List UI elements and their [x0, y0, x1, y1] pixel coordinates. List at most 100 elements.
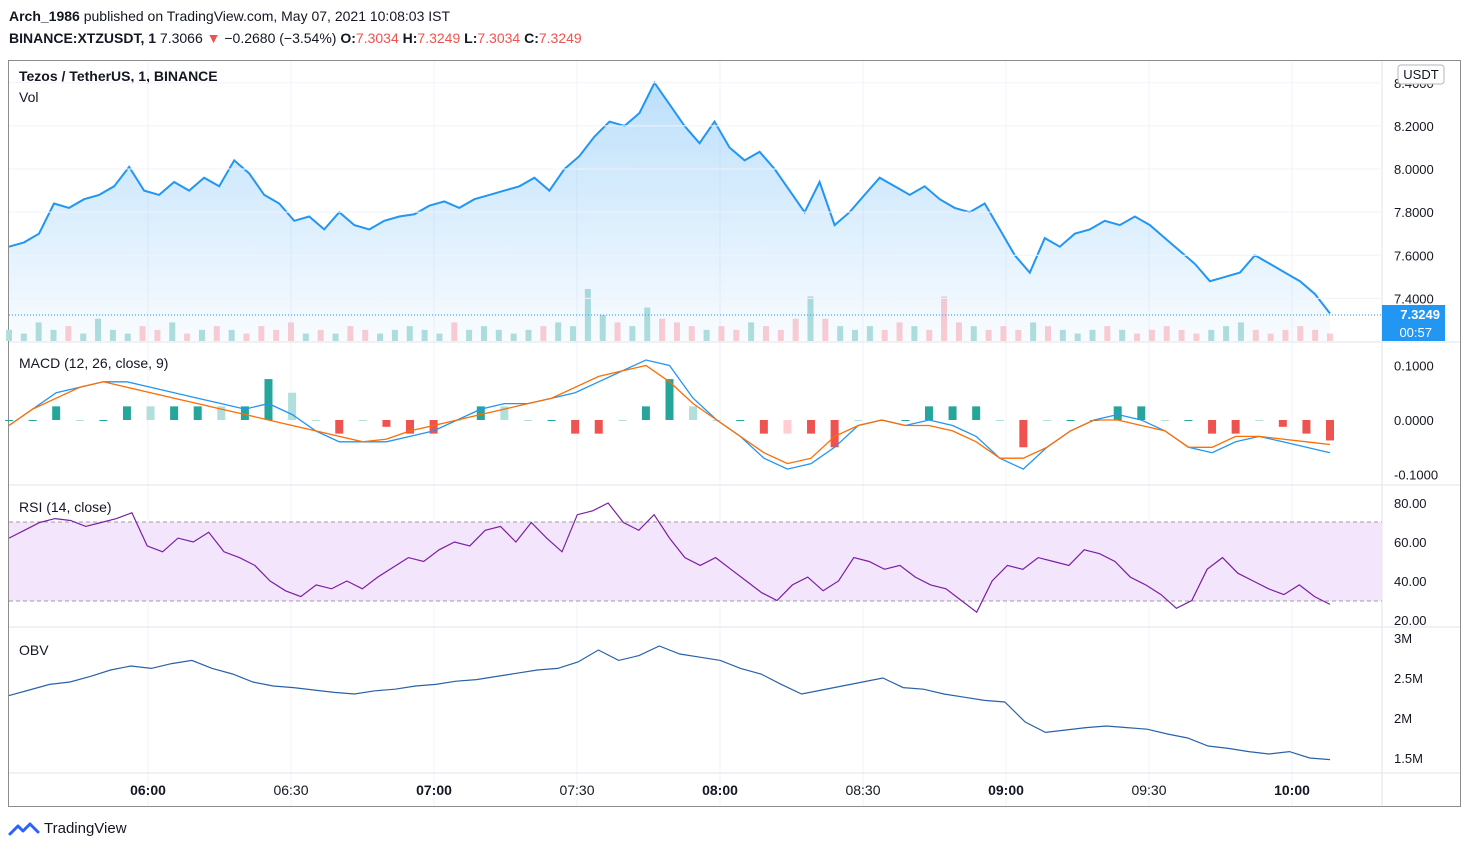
- price-tick-label: 7.8000: [1394, 205, 1434, 220]
- open-label: O:: [340, 30, 356, 46]
- macd-histogram-bar: [1113, 406, 1122, 420]
- macd-histogram-bar: [783, 420, 792, 434]
- macd-label: MACD (12, 26, close, 9): [19, 355, 168, 371]
- rsi-axis-ticks: 80.00 60.00 40.00 20.00: [1394, 496, 1427, 628]
- currency-badge[interactable]: USDT: [1397, 64, 1445, 85]
- macd-histogram-bar: [995, 420, 1004, 421]
- macd-histogram-bar: [52, 406, 61, 420]
- macd-histogram-bar: [311, 420, 320, 421]
- low-value: 7.3034: [477, 30, 521, 46]
- time-tick-label: 09:00: [988, 782, 1024, 798]
- macd-histogram-bar: [170, 406, 179, 420]
- rsi-tick-label: 20.00: [1394, 613, 1427, 628]
- signal-series-line: [8, 364, 1331, 465]
- macd-histogram-bar: [1208, 420, 1217, 434]
- time-tick-label: 09:30: [1131, 782, 1166, 798]
- time-tick-label: 07:30: [559, 782, 594, 798]
- publish-text: published on TradingView.com, May 07, 20…: [83, 8, 451, 24]
- macd-histogram-bar: [618, 420, 627, 421]
- macd-histogram-bar: [1042, 420, 1051, 421]
- macd-histogram-bar: [406, 420, 415, 434]
- obv-tick-label: 2M: [1394, 711, 1412, 726]
- price-tick-label: 7.4000: [1394, 291, 1434, 306]
- obv-tick-label: 3M: [1394, 631, 1412, 646]
- macd-histogram-bar: [1066, 420, 1075, 421]
- macd-histogram-bar: [122, 406, 131, 420]
- macd-histogram-bar: [5, 420, 13, 421]
- publisher-name[interactable]: Arch_1986: [9, 8, 80, 24]
- price-change: −0.2680 (−3.54%): [224, 30, 337, 46]
- vol-label: Vol: [19, 89, 38, 105]
- time-tick-label: 06:00: [130, 782, 166, 798]
- countdown-badge-text: 00:57: [1399, 325, 1432, 340]
- macd-histogram: [5, 379, 1334, 448]
- high-value: 7.3249: [417, 30, 461, 46]
- low-label: L:: [464, 30, 478, 46]
- rsi-tick-label: 80.00: [1394, 496, 1427, 511]
- macd-histogram-bar: [807, 420, 816, 434]
- macd-histogram-bar: [1231, 420, 1240, 434]
- footer-brand[interactable]: TradingView: [8, 820, 127, 837]
- macd-histogram-bar: [28, 420, 37, 421]
- macd-histogram-bar: [1326, 420, 1334, 441]
- macd-histogram-bar: [264, 379, 273, 420]
- pane-separators: [9, 61, 1460, 806]
- macd-histogram-bar: [75, 420, 84, 421]
- currency-badge-text: USDT: [1403, 67, 1438, 82]
- price-tick-label: 8.0000: [1394, 162, 1434, 177]
- macd-histogram-bar: [571, 420, 580, 434]
- symbol-header: BINANCE:XTZUSDT, 1 7.3066 ▼ −0.2680 (−3.…: [9, 30, 582, 46]
- macd-histogram-bar: [594, 420, 603, 434]
- high-label: H:: [402, 30, 418, 46]
- obv-series-line: [8, 645, 1331, 761]
- time-tick-label: 07:00: [416, 782, 452, 798]
- obv-axis-ticks: 3M 2.5M 2M 1.5M: [1394, 631, 1423, 766]
- macd-histogram-bar: [901, 420, 910, 421]
- macd-histogram-bar: [500, 406, 509, 420]
- down-arrow-icon: ▼: [206, 30, 221, 46]
- obv-label: OBV: [19, 642, 49, 658]
- macd-histogram-bar: [476, 406, 485, 420]
- macd-tick-label: 0.0000: [1394, 413, 1434, 428]
- macd-histogram-bar: [382, 420, 391, 427]
- main-pane-title: Tezos / TetherUS, 1, BINANCE: [19, 68, 218, 84]
- chart-frame[interactable]: [8, 60, 1461, 807]
- footer-brand-text: TradingView: [44, 820, 127, 837]
- macd-tick-label: 0.1000: [1394, 358, 1434, 373]
- symbol-name[interactable]: BINANCE:XTZUSDT, 1: [9, 30, 157, 46]
- macd-histogram-bar: [335, 420, 344, 434]
- time-axis-ticks: 06:00 06:30 07:00 07:30 08:00 08:30 09:00 09:30…: [130, 782, 1310, 798]
- macd-histogram-bar: [736, 420, 745, 421]
- obv-tick-label: 1.5M: [1394, 751, 1423, 766]
- last-price-badge: 7.3249 00:57: [1382, 305, 1445, 341]
- obv-tick-label: 2.5M: [1394, 671, 1423, 686]
- price-tick-label: 7.6000: [1394, 248, 1434, 263]
- open-value: 7.3034: [355, 30, 399, 46]
- rsi-series-line: [8, 502, 1331, 614]
- close-value: 7.3249: [538, 30, 582, 46]
- macd-histogram-bar: [99, 420, 108, 421]
- macd-histogram-bar: [1019, 420, 1028, 448]
- last-price: 7.3066: [159, 30, 203, 46]
- macd-histogram-bar: [358, 420, 367, 421]
- last-price-badge-text: 7.3249: [1400, 307, 1440, 322]
- rsi-band: [9, 522, 1382, 601]
- macd-histogram-bar: [1302, 420, 1311, 434]
- macd-histogram-bar: [830, 420, 839, 448]
- macd-histogram-bar: [948, 406, 957, 420]
- rsi-label: RSI (14, close): [19, 499, 112, 515]
- macd-axis-ticks: 0.1000 0.0000 -0.1000: [1394, 358, 1438, 482]
- macd-histogram-bar: [523, 420, 532, 421]
- macd-histogram-bar: [641, 406, 650, 420]
- macd-histogram-bar: [665, 379, 674, 420]
- time-tick-label: 10:00: [1274, 782, 1310, 798]
- publish-info: Arch_1986 published on TradingView.com, …: [9, 8, 450, 24]
- macd-histogram-bar: [240, 406, 249, 420]
- tradingview-logo-icon: [8, 822, 40, 835]
- macd-histogram-bar: [146, 406, 155, 420]
- macd-tick-label: -0.1000: [1394, 468, 1438, 483]
- macd-histogram-bar: [288, 392, 297, 420]
- macd-histogram-bar: [1137, 406, 1146, 420]
